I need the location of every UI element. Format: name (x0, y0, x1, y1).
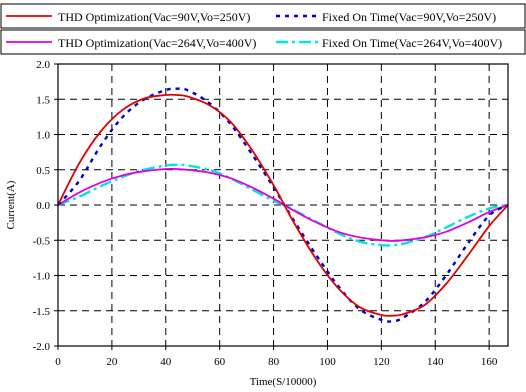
x-tick-label: 40 (160, 356, 172, 368)
x-tick-label: 120 (373, 356, 390, 368)
x-axis-ticks: 0 20 40 60 80 100 120 140 160 (55, 346, 498, 368)
y-tick-label: -1.0 (33, 271, 51, 283)
legend-label-series-3: THD Optimization(Vac=264V,Vo=400V) (58, 36, 256, 50)
legend-label-series-2: Fixed On Time(Vac=90V,Vo=250V) (322, 10, 496, 24)
y-tick-label: -2.0 (33, 341, 51, 353)
legend-label-series-4: Fixed On Time(Vac=264V,Vo=400V) (322, 36, 502, 50)
legend-label-series-1: THD Optimization(Vac=90V,Vo=250V) (58, 10, 250, 24)
x-tick-label: 140 (427, 356, 444, 368)
series-lines (57, 87, 509, 323)
y-axis-title: Current(A) (5, 180, 17, 229)
x-axis-title: Time(S/10000) (250, 376, 317, 388)
grid-lines (58, 64, 508, 346)
y-tick-label: 0.5 (36, 165, 50, 177)
legend-row-2 (0, 29, 526, 55)
x-tick-label: 100 (319, 356, 336, 368)
y-tick-label: -0.5 (33, 235, 51, 247)
y-tick-label: 1.5 (36, 94, 50, 106)
y-tick-label: 2.0 (36, 59, 50, 71)
y-axis-ticks: 2.0 1.5 1.0 0.5 0.0 -0.5 -1.0 -1.5 -2.0 (33, 59, 58, 353)
x-tick-label: 60 (214, 356, 226, 368)
legend-row-1 (0, 3, 526, 29)
x-tick-label: 80 (268, 356, 280, 368)
x-tick-label: 0 (55, 356, 61, 368)
y-tick-label: 1.0 (36, 130, 50, 142)
y-tick-label: 0.0 (36, 200, 50, 212)
series-line-2 (57, 87, 509, 323)
y-tick-label: -1.5 (33, 306, 51, 318)
x-tick-label: 20 (106, 356, 118, 368)
x-tick-label: 160 (481, 356, 498, 368)
series-line-1 (57, 93, 509, 317)
